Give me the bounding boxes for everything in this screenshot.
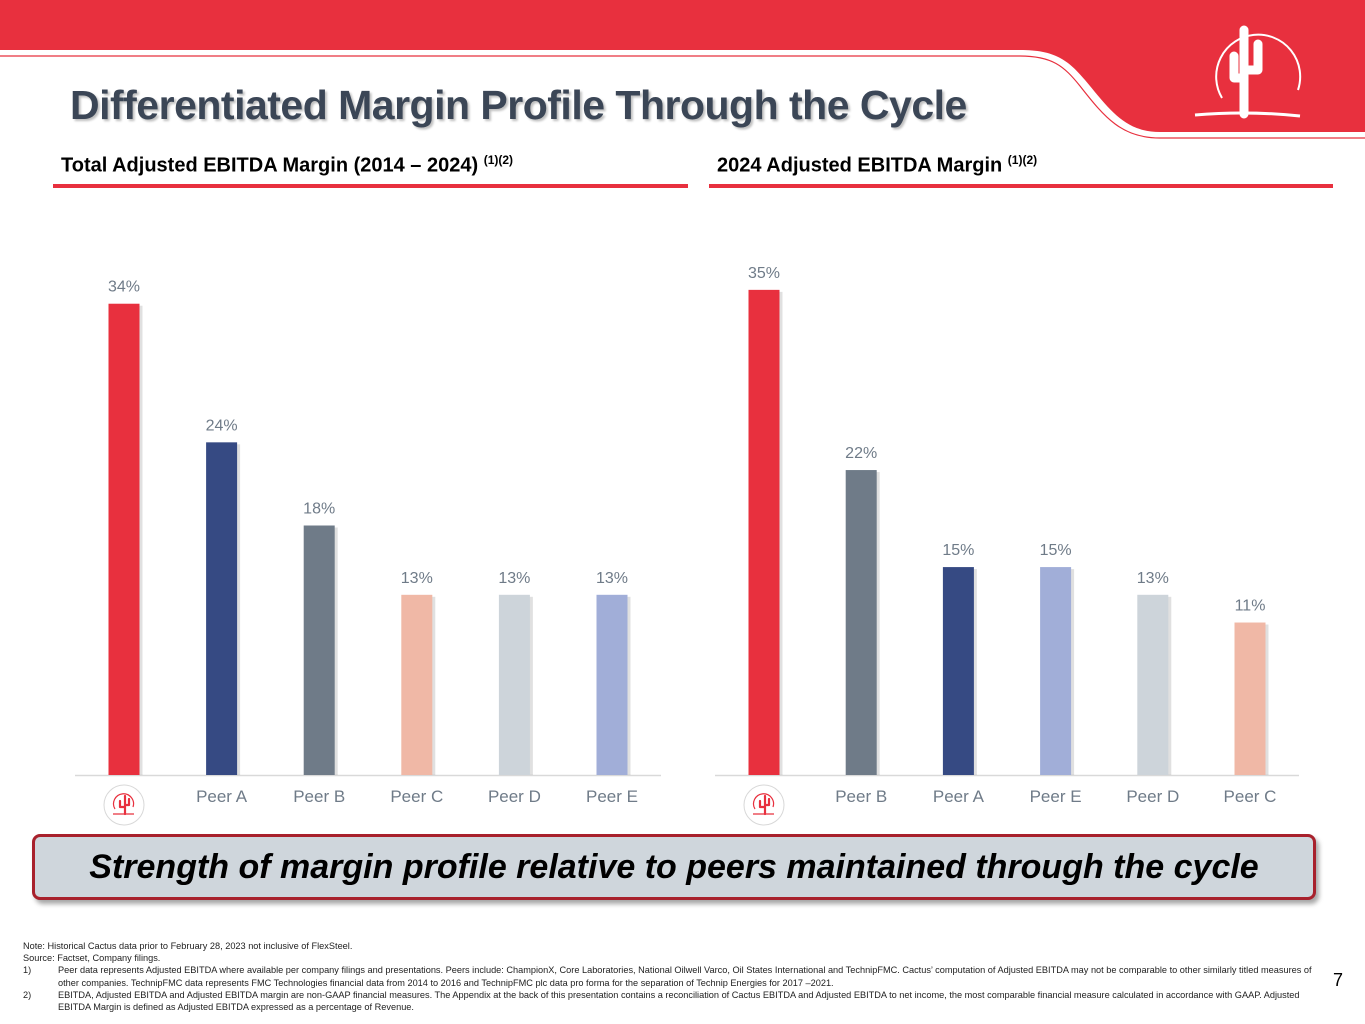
- category-label: Peer C: [390, 787, 443, 806]
- value-label: 34%: [108, 279, 140, 296]
- bar-peer-e: [596, 594, 628, 775]
- key-message-banner: Strength of margin profile relative to p…: [32, 834, 1316, 900]
- category-label: Peer E: [586, 787, 638, 806]
- value-label: 15%: [1040, 542, 1072, 559]
- bar-peer-d: [498, 594, 530, 775]
- value-label: 22%: [845, 445, 877, 462]
- right-panel-footnote: (1)(2): [1007, 153, 1038, 167]
- category-label: Peer B: [293, 787, 345, 806]
- footnote-2-text: EBITDA, Adjusted EBITDA and Adjusted EBI…: [58, 989, 1300, 1013]
- category-label: Peer C: [1224, 787, 1277, 806]
- value-label: 13%: [498, 570, 530, 587]
- right-panel-rule: [709, 184, 1333, 188]
- note-line: Note: Historical Cactus data prior to Fe…: [23, 941, 353, 951]
- footnotes: Note: Historical Cactus data prior to Fe…: [23, 940, 1313, 1013]
- category-label: Peer D: [1126, 787, 1179, 806]
- value-label: 18%: [303, 501, 335, 518]
- category-label: Peer A: [196, 787, 248, 806]
- bar-peer-c: [401, 594, 433, 775]
- footnote-1-number: 1): [23, 965, 32, 976]
- value-label: 24%: [206, 417, 238, 434]
- bar-peer-a: [206, 442, 238, 775]
- bar-peer-b: [303, 525, 335, 775]
- left-panel-footnote: (1)(2): [483, 153, 514, 167]
- category-label: Peer E: [1030, 787, 1082, 806]
- cactus-logo-icon: [1194, 25, 1302, 119]
- left-panel-rule: [53, 184, 688, 188]
- category-label: Peer D: [488, 787, 541, 806]
- bar-cactus: [748, 289, 780, 775]
- value-label: 13%: [1137, 570, 1169, 587]
- cactus-logo-icon: [103, 784, 145, 826]
- value-label: 35%: [748, 265, 780, 282]
- left-margin-chart: 34% 24% Peer A 18% Peer B 13% Peer C 13% Peer D 1…: [53, 190, 693, 835]
- value-label: 15%: [942, 542, 974, 559]
- value-label: 13%: [596, 570, 628, 587]
- bar-cactus: [108, 303, 140, 775]
- right-panel-title: 2024 Adjusted EBITDA Margin (1)(2): [717, 153, 1038, 177]
- bar-peer-b: [845, 470, 877, 775]
- footnote-1-text: Peer data represents Adjusted EBITDA whe…: [58, 965, 1312, 988]
- page-title: Differentiated Margin Profile Through th…: [70, 82, 967, 128]
- footnote-2: 2) EBITDA, Adjusted EBITDA and Adjusted …: [23, 989, 1313, 1013]
- value-label: 13%: [401, 570, 433, 587]
- bar-peer-c: [1234, 622, 1266, 775]
- footnote-1: 1) Peer data represents Adjusted EBITDA …: [23, 964, 1313, 988]
- key-message-text: Strength of margin profile relative to p…: [89, 847, 1259, 886]
- value-label: 11%: [1235, 598, 1266, 615]
- right-chart-svg: 35% 22% Peer B 15% Peer A 15% Peer E 13% Peer D 1…: [715, 265, 1299, 826]
- category-label: Peer B: [835, 787, 887, 806]
- header-band: [0, 0, 1365, 139]
- cactus-logo-icon: [743, 784, 785, 826]
- category-label: Peer A: [933, 787, 985, 806]
- bar-peer-d: [1137, 594, 1169, 775]
- source-line: Source: Factset, Company filings.: [23, 953, 161, 964]
- left-panel-title: Total Adjusted EBITDA Margin (2014 – 202…: [61, 153, 514, 177]
- page-number: 7: [1333, 970, 1344, 990]
- bar-peer-e: [1040, 567, 1072, 775]
- left-chart-svg: 34% 24% Peer A 18% Peer B 13% Peer C 13% Peer D 1…: [75, 279, 661, 826]
- footnote-2-number: 2): [23, 989, 32, 1000]
- bar-peer-a: [942, 567, 974, 775]
- right-margin-chart: 35% 22% Peer B 15% Peer A 15% Peer E 13% Peer D 1…: [709, 190, 1334, 835]
